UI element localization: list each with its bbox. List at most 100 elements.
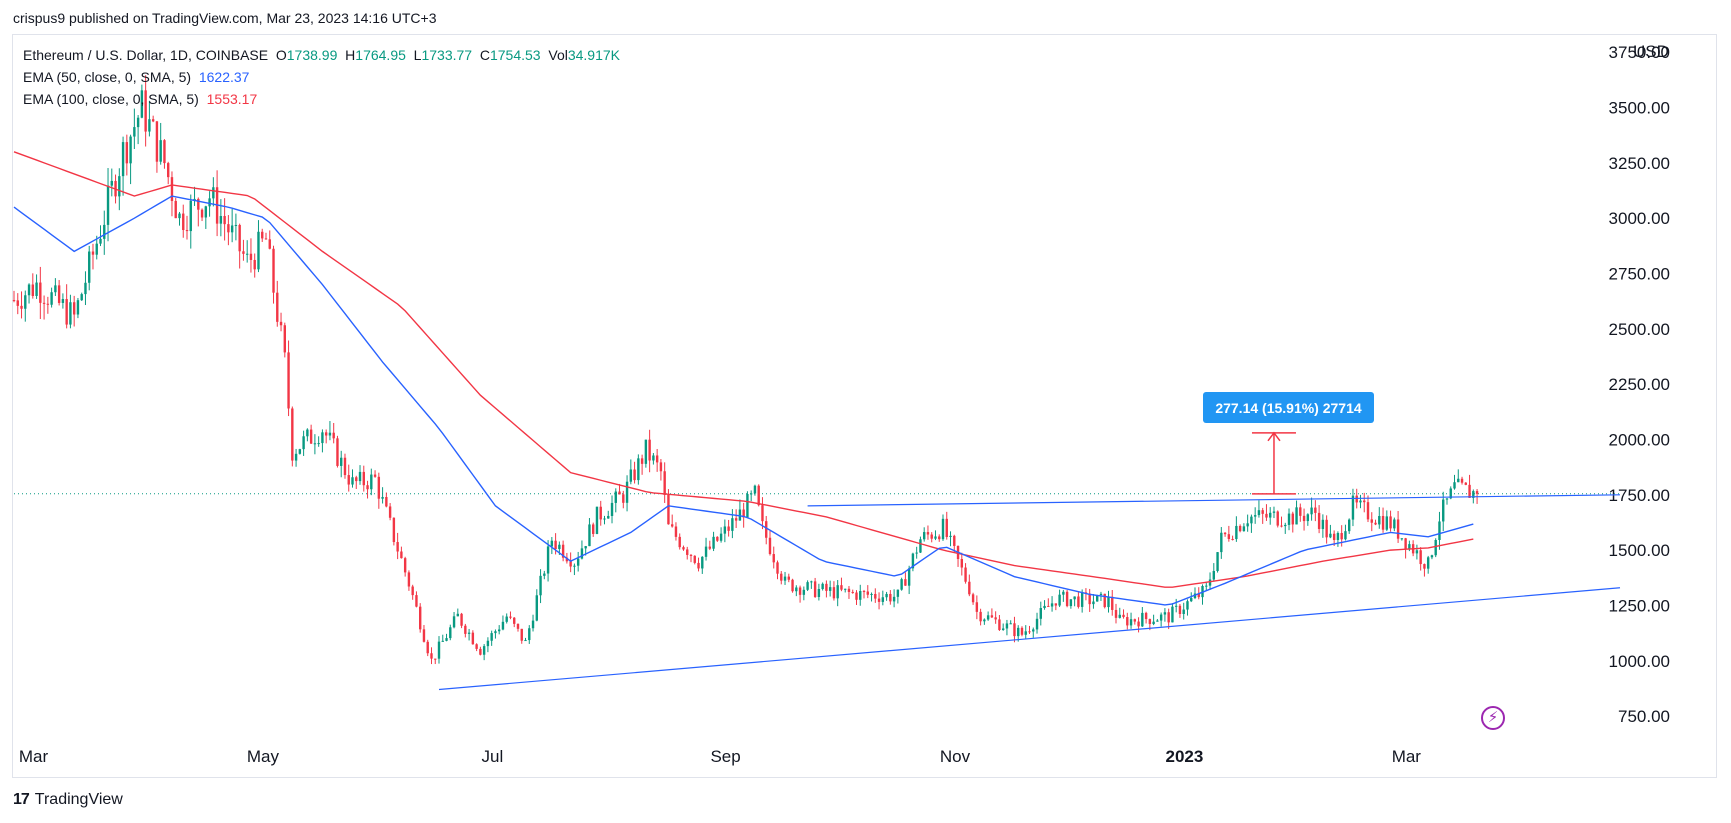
candle-body — [490, 633, 493, 641]
candle-body — [637, 458, 640, 481]
candle-body — [1400, 538, 1404, 540]
candle-body — [1050, 603, 1054, 607]
candle-body — [88, 251, 91, 283]
candle-body — [1381, 516, 1385, 530]
candle-body — [704, 546, 708, 557]
candle-body — [528, 628, 531, 641]
candle-body — [783, 576, 787, 581]
candle-body — [121, 142, 125, 177]
candle-body — [1426, 557, 1430, 569]
candle-body — [659, 462, 663, 472]
footer: 17 TradingView — [13, 791, 123, 809]
candle-body — [979, 611, 982, 622]
candle-body — [731, 518, 734, 531]
candle-body — [734, 518, 738, 521]
candle-body — [238, 224, 241, 252]
candle-body — [324, 432, 328, 436]
candle-body — [118, 176, 121, 197]
candle-body — [426, 641, 429, 654]
candle-body — [1235, 525, 1238, 540]
y-tick-label: 750.00 — [1618, 707, 1670, 726]
measure-label[interactable]: 277.14 (15.91%) 27714 — [1203, 392, 1374, 423]
y-tick-label: 1750.00 — [1609, 486, 1670, 505]
candle-body — [204, 206, 208, 218]
candle-body — [227, 224, 230, 233]
candle-body — [1475, 491, 1479, 494]
candle-body — [486, 640, 490, 647]
candle-body — [24, 295, 27, 309]
candle-body — [1122, 614, 1125, 618]
candle-body — [840, 585, 843, 590]
tradingview-logo-icon: 17 — [13, 791, 30, 808]
candle-body — [471, 632, 475, 645]
brand-name: TradingView — [34, 791, 123, 808]
candle-body — [576, 558, 580, 566]
ema100-line — [13, 151, 1474, 588]
candle-body — [1001, 628, 1005, 630]
flash-icon[interactable]: ⚡ — [1481, 706, 1505, 730]
candle-body — [1047, 605, 1050, 607]
high-label: H — [345, 47, 356, 63]
candle-body — [1197, 593, 1200, 598]
candle-body — [975, 602, 979, 612]
candle-body — [343, 457, 347, 476]
candle-body — [896, 589, 900, 597]
y-tick-label: 3000.00 — [1609, 209, 1670, 228]
candle-body — [283, 325, 287, 353]
candle-body — [1317, 512, 1321, 529]
candle-body — [742, 509, 745, 518]
candle-body — [1464, 482, 1467, 485]
candle-body — [689, 554, 693, 556]
volume-label: Vol — [548, 47, 568, 63]
candle-body — [915, 552, 918, 554]
candle-body — [95, 243, 98, 255]
ema50-row: EMA (50, close, 0, SMA, 5) 1622.37 — [23, 66, 620, 88]
candle-body — [986, 615, 990, 620]
candle-body — [753, 485, 757, 494]
candle-body — [39, 282, 42, 303]
candle-body — [276, 292, 279, 322]
candle-body — [306, 429, 309, 437]
candle-body — [877, 598, 881, 602]
candle-body — [1080, 592, 1084, 607]
candle-body — [1374, 522, 1377, 525]
candle-body — [1272, 511, 1276, 513]
candle-body — [27, 284, 31, 296]
candle-body — [622, 494, 625, 503]
candle-body — [1054, 603, 1058, 606]
candle-body — [419, 606, 422, 630]
close-value: 1754.53 — [489, 47, 541, 63]
candle-body — [1020, 627, 1024, 635]
candle-body — [949, 535, 952, 537]
candle-body — [546, 546, 550, 574]
candle-body — [1253, 515, 1257, 517]
currency-label[interactable]: USD — [1633, 42, 1669, 61]
candle-body — [648, 439, 651, 461]
candle-body — [1152, 621, 1155, 625]
candle-body — [1103, 593, 1106, 608]
y-tick-label: 1250.00 — [1609, 596, 1670, 615]
candle-body — [791, 579, 794, 592]
candle-body — [1340, 533, 1343, 540]
candle-body — [1144, 612, 1148, 620]
candle-body — [422, 629, 426, 642]
candle-body — [65, 299, 68, 325]
candle-body — [904, 579, 907, 586]
candle-body — [1096, 595, 1099, 602]
candle-body — [1186, 601, 1189, 610]
candle-body — [223, 216, 226, 225]
candle-body — [870, 593, 873, 595]
candle-body — [1099, 593, 1103, 596]
volume-value: 34.917K — [567, 47, 621, 63]
candle-body — [370, 474, 373, 490]
symbol-title: Ethereum / U.S. Dollar, 1D, COINBASE — [23, 47, 269, 63]
candle-body — [1035, 618, 1039, 630]
candle-body — [464, 625, 467, 634]
candle-body — [1017, 627, 1020, 637]
candle-body — [1321, 519, 1325, 529]
measure-arrow-head — [1267, 431, 1281, 442]
candle-body — [1133, 619, 1137, 622]
candle-body — [926, 532, 930, 535]
candle-body — [1472, 491, 1475, 498]
